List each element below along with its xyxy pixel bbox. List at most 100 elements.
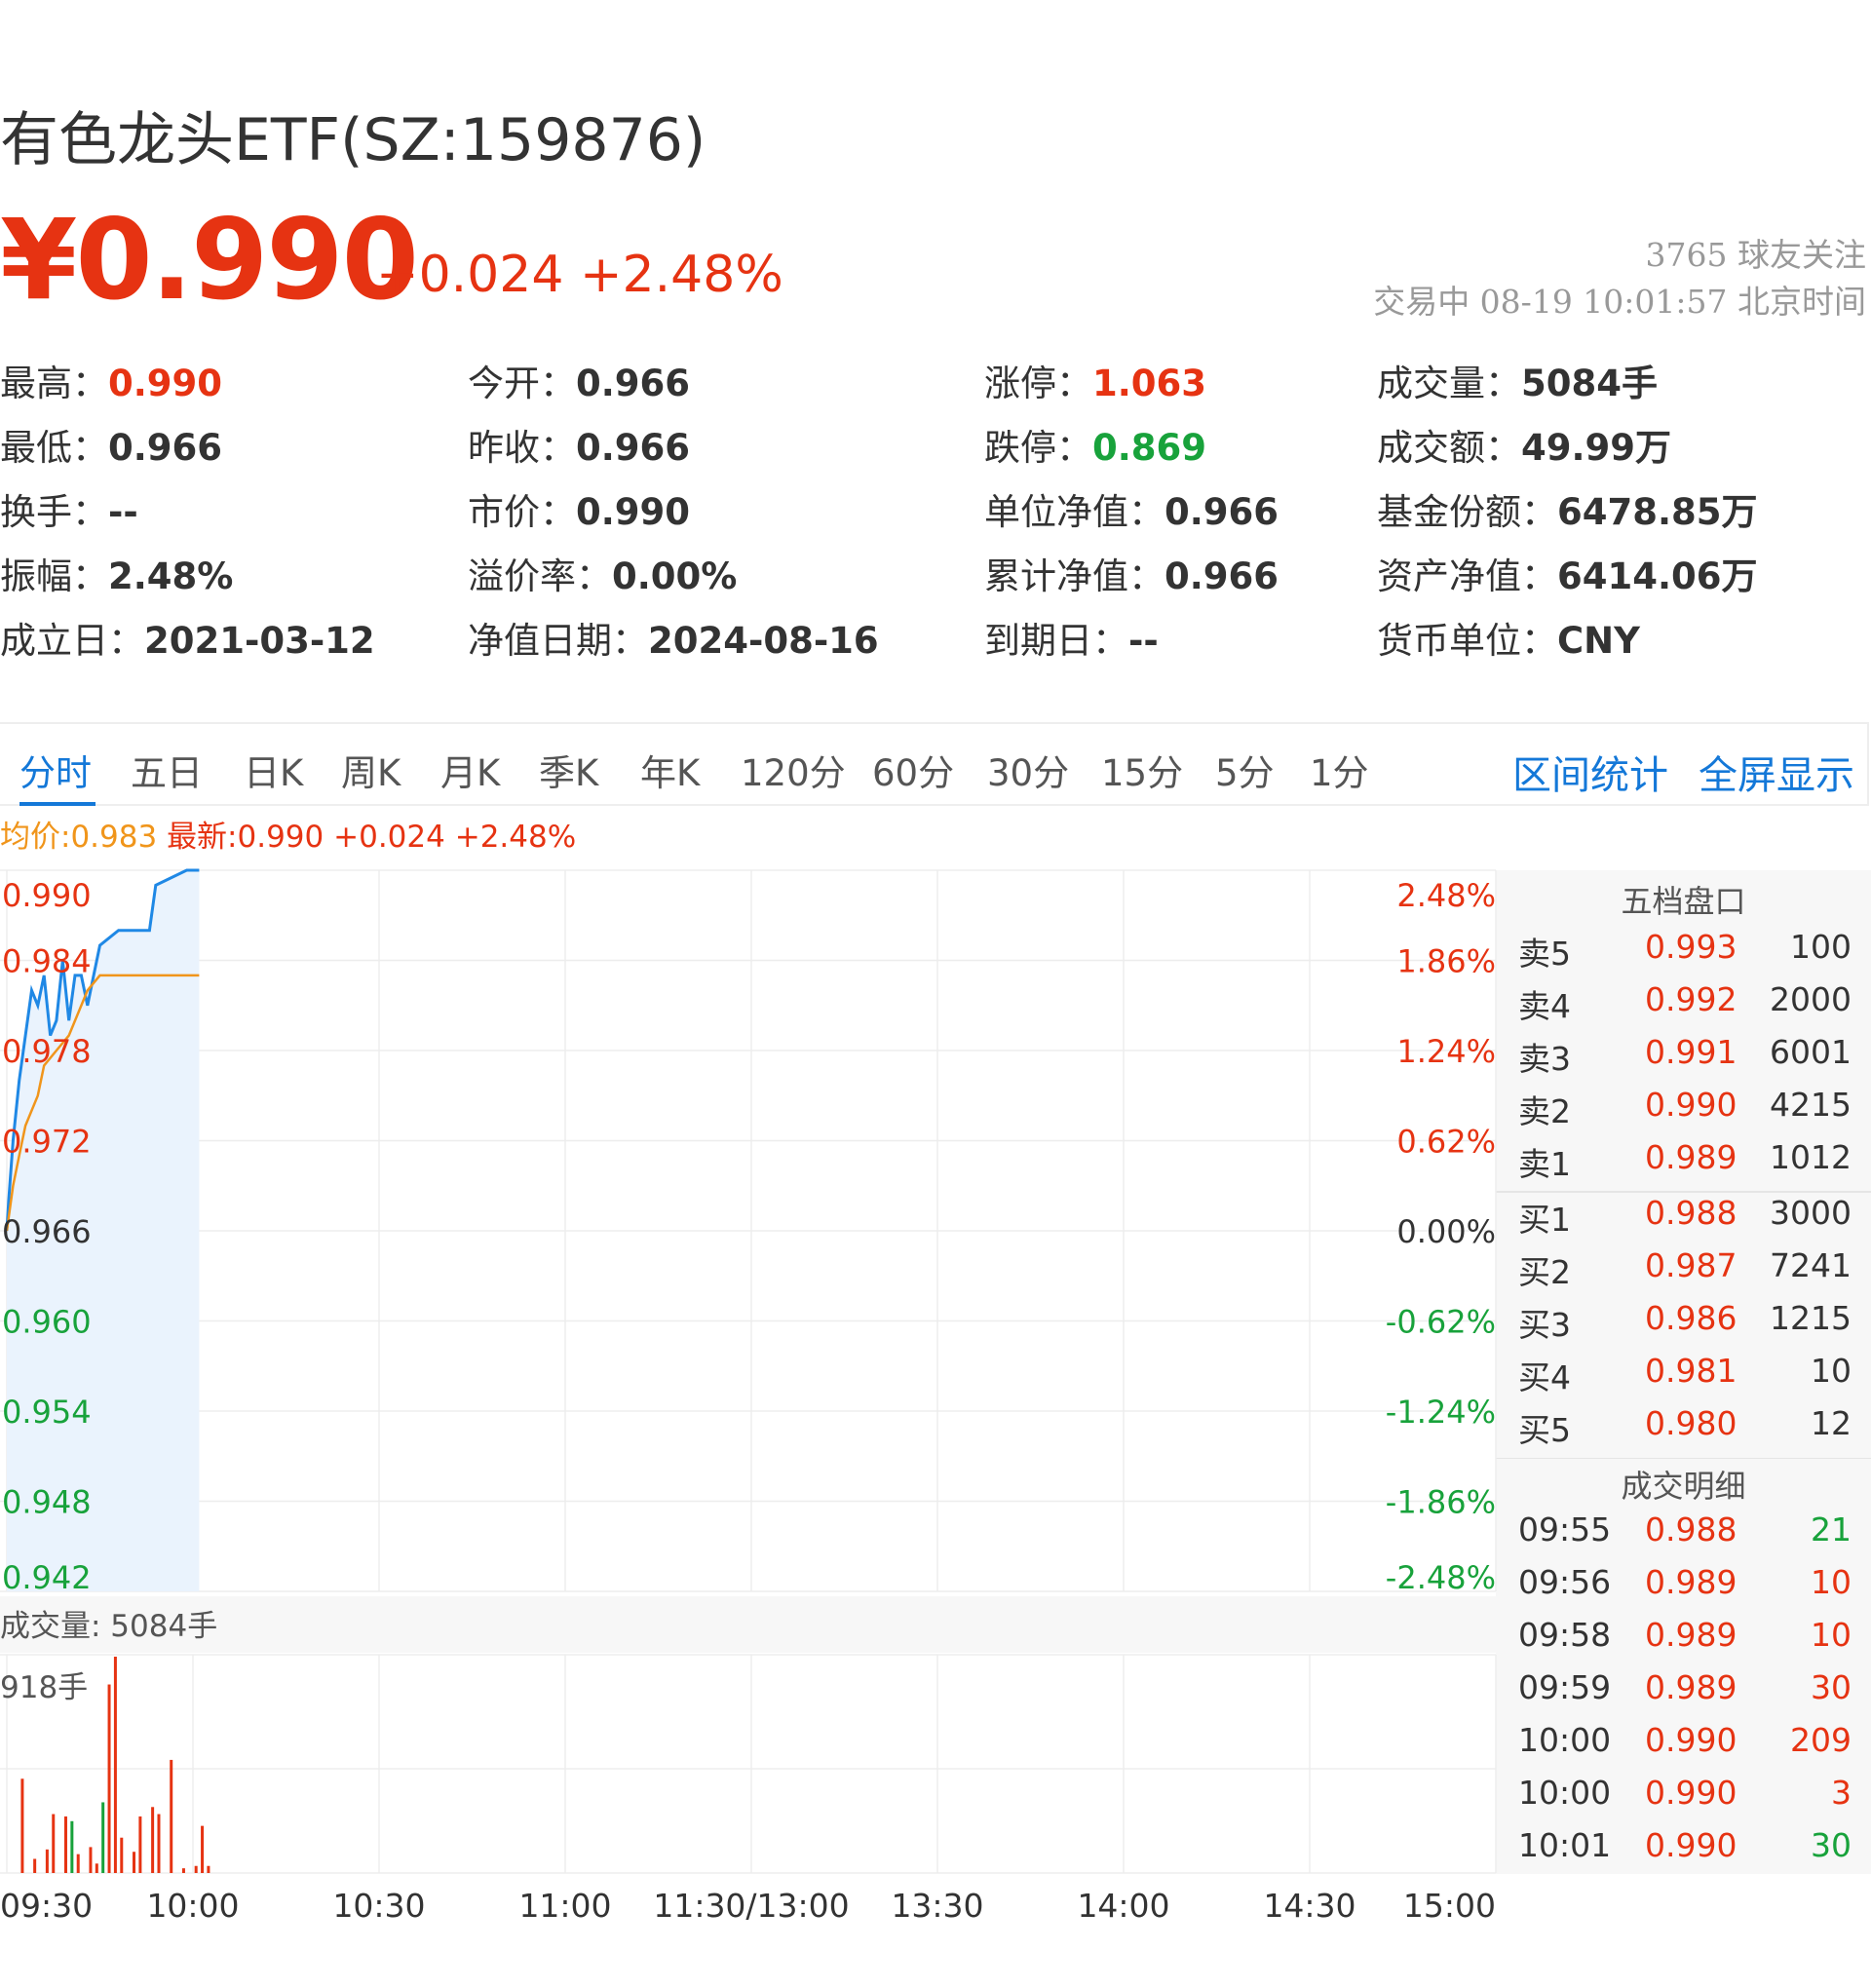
order-level: 卖1	[1518, 1145, 1571, 1183]
bid-row: 买5 0.980 12	[1518, 1404, 1852, 1455]
y-tick-left: 0.942	[2, 1559, 92, 1596]
volume-max-label: 918手	[0, 1670, 89, 1705]
quote-value: 0.966	[1165, 555, 1279, 597]
volume-bar	[207, 1865, 210, 1873]
y-tick-left: 0.990	[2, 877, 92, 914]
trade-time: 09:58	[1518, 1616, 1612, 1654]
volume-bar	[133, 1852, 136, 1873]
volume-bar	[107, 1684, 111, 1873]
tab-3[interactable]: 周K	[341, 752, 401, 794]
quote-value: 2024-08-16	[648, 620, 879, 662]
volume-bar	[138, 1816, 142, 1873]
quote-value: 0.966	[576, 427, 691, 469]
volume-bar	[151, 1807, 155, 1873]
stock-title: 有色龙头ETF(SZ:159876)	[0, 106, 706, 174]
tab-5[interactable]: 季K	[539, 752, 599, 794]
current-price: ¥0.990	[0, 195, 419, 325]
order-qty: 1012	[1770, 1138, 1852, 1176]
quote-item: 换手：--	[0, 482, 138, 535]
quote-value: 6414.06万	[1557, 555, 1758, 597]
quote-item: 成立日：2021-03-12	[0, 611, 375, 664]
y-tick-right: 1.86%	[1396, 943, 1496, 980]
ask-row: 卖1 0.989 1012	[1518, 1138, 1852, 1189]
tab-8[interactable]: 60分	[872, 752, 955, 794]
quote-item: 今开：0.966	[468, 354, 690, 406]
price-change: +0.024 +2.48%	[376, 246, 783, 304]
tab-7[interactable]: 120分	[741, 752, 846, 794]
price-area-fill	[7, 870, 200, 1591]
active-tab-underline	[19, 802, 95, 806]
tab-0[interactable]: 分时	[19, 752, 92, 794]
quote-value: 5084手	[1521, 363, 1658, 404]
bid-row: 买4 0.981 10	[1518, 1352, 1852, 1402]
y-tick-right: 0.62%	[1396, 1124, 1496, 1161]
order-qty: 10	[1811, 1352, 1852, 1390]
tab-12[interactable]: 1分	[1310, 752, 1369, 794]
quote-item: 溢价率：0.00%	[468, 547, 737, 599]
fullscreen-button[interactable]: 全屏显示	[1699, 753, 1854, 798]
quote-value: 0.966	[108, 427, 223, 469]
quote-value: --	[1128, 620, 1159, 662]
quote-value: 0.00%	[612, 555, 738, 597]
quote-label: 累计净值：	[984, 555, 1165, 597]
ask-row: 卖3 0.991 6001	[1518, 1033, 1852, 1084]
volume-bar	[101, 1802, 105, 1873]
y-tick-left: 0.966	[2, 1213, 92, 1250]
order-level: 卖3	[1518, 1040, 1571, 1078]
quote-item: 净值日期：2024-08-16	[468, 611, 879, 664]
tab-2[interactable]: 日K	[244, 752, 304, 794]
quote-label: 净值日期：	[468, 620, 648, 662]
volume-bar	[157, 1814, 161, 1873]
quote-label: 成交量：	[1377, 363, 1521, 404]
quote-value: 0.966	[576, 363, 691, 404]
order-qty: 4215	[1770, 1086, 1852, 1124]
order-level: 卖5	[1518, 935, 1571, 973]
volume-header-bg	[0, 1596, 1496, 1653]
quote-label: 成交额：	[1377, 427, 1521, 469]
quote-label: 溢价率：	[468, 555, 612, 597]
order-level: 买2	[1518, 1253, 1571, 1291]
quote-label: 基金份额：	[1377, 491, 1557, 533]
trade-price: 0.989	[1645, 1668, 1737, 1706]
y-tick-right: -2.48%	[1386, 1559, 1496, 1596]
tab-10[interactable]: 15分	[1101, 752, 1184, 794]
range-stats-button[interactable]: 区间统计	[1512, 753, 1668, 798]
quote-label: 今开：	[468, 363, 576, 404]
tab-4[interactable]: 月K	[440, 752, 501, 794]
bid-row: 买3 0.986 1215	[1518, 1299, 1852, 1350]
order-qty: 7241	[1770, 1246, 1852, 1284]
tab-1[interactable]: 五日	[131, 752, 203, 794]
trade-price: 0.989	[1645, 1563, 1737, 1601]
tab-6[interactable]: 年K	[640, 752, 701, 794]
tab-11[interactable]: 5分	[1215, 752, 1275, 794]
quote-item: 跌停：0.869	[984, 418, 1206, 471]
y-tick-right: 2.48%	[1396, 877, 1496, 914]
quote-label: 振幅：	[0, 555, 108, 597]
order-price: 0.986	[1645, 1299, 1737, 1337]
quote-label: 单位净值：	[984, 491, 1165, 533]
order-level: 买4	[1518, 1358, 1571, 1396]
chart-tabbar: 分时 五日 日K 周K 月K 季K 年K 120分 60分 30分 15分 5分 1分 区间统计 全屏显…	[0, 722, 1869, 806]
followers-count[interactable]: 3765 球友关注	[1645, 236, 1866, 274]
ask-row: 卖5 0.993 100	[1518, 928, 1852, 978]
quote-label: 到期日：	[984, 620, 1128, 662]
trade-row: 10:00 0.990 209	[1518, 1721, 1852, 1772]
quote-label: 资产净值：	[1377, 555, 1557, 597]
y-tick-right: 0.00%	[1396, 1213, 1496, 1250]
volume-bar	[201, 1825, 205, 1873]
quote-value: 2021-03-12	[144, 620, 375, 662]
volume-bar	[63, 1816, 67, 1873]
volume-bar	[120, 1837, 124, 1873]
x-tick: 11:00	[518, 1887, 612, 1925]
trade-row: 09:58 0.989 10	[1518, 1616, 1852, 1666]
quote-value: 1.063	[1092, 363, 1207, 404]
volume-bar	[33, 1858, 37, 1873]
trade-time: 09:56	[1518, 1563, 1612, 1601]
quote-value: 49.99万	[1521, 427, 1672, 469]
trade-row: 09:56 0.989 10	[1518, 1563, 1852, 1614]
trade-qty: 30	[1811, 1826, 1852, 1864]
tab-9[interactable]: 30分	[987, 752, 1070, 794]
quote-label: 涨停：	[984, 363, 1092, 404]
order-qty: 6001	[1770, 1033, 1852, 1071]
x-tick: 13:30	[891, 1887, 984, 1925]
